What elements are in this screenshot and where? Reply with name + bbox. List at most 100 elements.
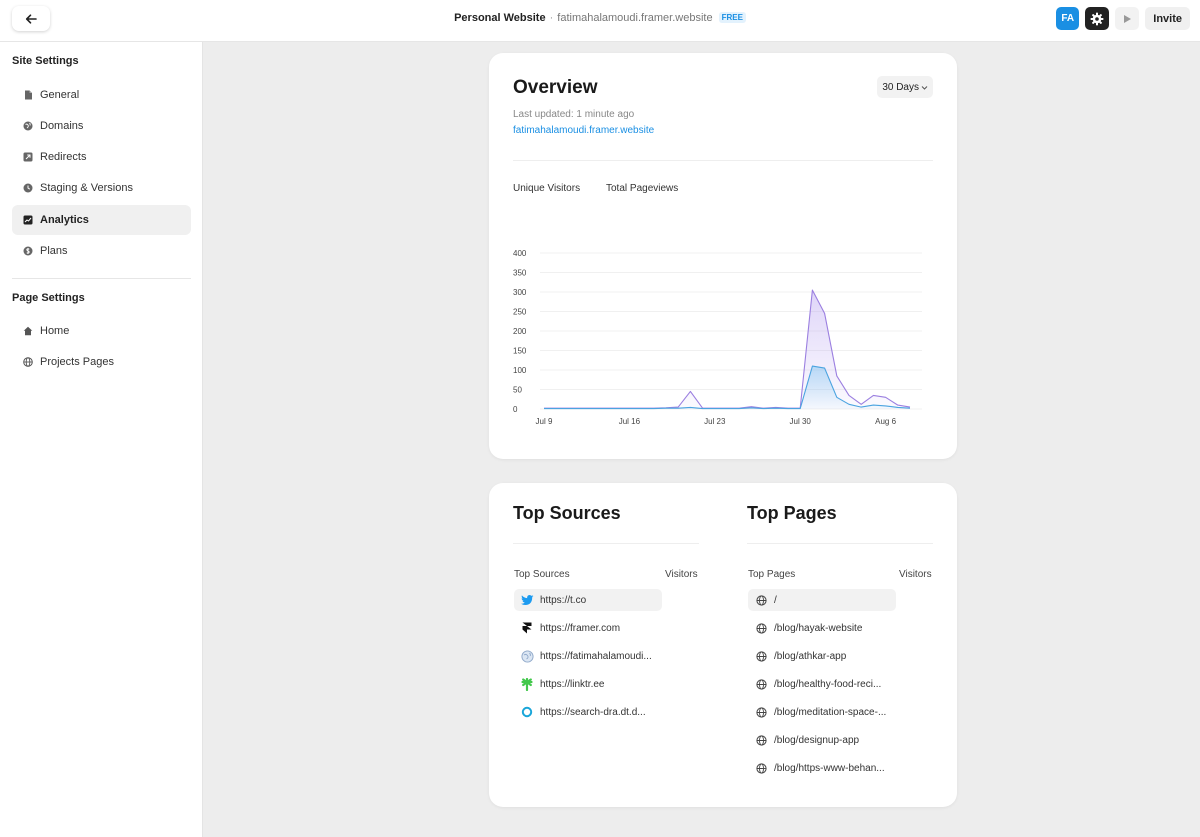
series-line (544, 365, 911, 410)
y-tick-label: 300 (513, 288, 527, 297)
page-label: /blog/athkar-app (774, 650, 847, 662)
preview-button[interactable] (1115, 7, 1140, 30)
sidebar-item-label: Analytics (40, 214, 89, 226)
y-tick-label: 400 (513, 249, 527, 258)
dollar-icon (23, 246, 33, 256)
top-pages-column-header: Top Pages (748, 569, 796, 580)
top-pages-title: Top Pages (747, 503, 837, 523)
source-label: https://t.co (540, 594, 587, 606)
sidebar-item-plans[interactable]: Plans (12, 236, 191, 266)
source-label: https://fatimahalamoudi... (540, 650, 652, 662)
x-tick-label: Jul 30 (790, 417, 812, 426)
avatar[interactable]: FA (1056, 7, 1080, 30)
sidebar-item-label: Home (40, 325, 70, 337)
document-icon (23, 90, 33, 100)
tab-total-pageviews[interactable]: Total Pageviews (606, 183, 679, 194)
toolbar-actions: FA Invite (1056, 7, 1190, 30)
sidebar-item-label: Plans (40, 245, 68, 257)
top-pages-divider (747, 543, 933, 544)
sidebar-item-label: Staging & Versions (40, 182, 133, 194)
range-select[interactable]: 30 Days (877, 76, 933, 98)
x-tick-label: Aug 6 (875, 417, 896, 426)
top-sources-visitors-header: Visitors (665, 569, 698, 580)
x-tick-label: Jul 23 (704, 417, 726, 426)
search-favicon-icon (520, 705, 534, 719)
y-tick-label: 100 (513, 366, 527, 375)
y-tick-label: 350 (513, 269, 527, 278)
gear-icon (1090, 12, 1104, 25)
home-icon (23, 326, 33, 336)
y-tick-label: 250 (513, 308, 527, 317)
linktree-icon (520, 677, 534, 691)
sidebar-item-staging-versions[interactable]: Staging & Versions (12, 173, 191, 203)
sidebar-item-analytics[interactable]: Analytics (12, 205, 191, 235)
page-item[interactable]: /blog/https-www-behan... (748, 757, 896, 779)
source-item-search-dra[interactable]: https://search-dra.dt.d... (514, 701, 662, 723)
top-sources-pages-card: Top Sources Top Sources Visitors https:/… (489, 483, 957, 807)
site-link[interactable]: fatimahalamoudi.framer.website (513, 125, 655, 136)
globe-icon (754, 761, 768, 775)
y-tick-label: 200 (513, 327, 527, 336)
globe-icon (23, 121, 33, 131)
top-sources-column-header: Top Sources (514, 569, 570, 580)
page-label: /blog/designup-app (774, 734, 860, 746)
source-label: https://search-dra.dt.d... (540, 706, 646, 718)
y-tick-label: 50 (513, 386, 522, 395)
page-item[interactable]: / (748, 589, 896, 611)
overview-card: Overview 30 Days Last updated: 1 minute … (489, 53, 957, 459)
sidebar-item-general[interactable]: General (12, 80, 191, 110)
arrow-left-icon (25, 13, 37, 24)
page-item[interactable]: /blog/athkar-app (748, 645, 896, 667)
source-item-linktree[interactable]: https://linktr.ee (514, 673, 662, 695)
page-item[interactable]: /blog/healthy-food-reci... (748, 673, 896, 695)
sidebar-item-redirects[interactable]: Redirects (12, 142, 191, 172)
page-item[interactable]: /blog/designup-app (748, 729, 896, 751)
source-label: https://linktr.ee (540, 678, 605, 690)
sidebar-item-projects-pages[interactable]: Projects Pages (12, 347, 191, 377)
sidebar-divider (12, 278, 191, 279)
sidebar-item-label: General (40, 89, 80, 101)
top-sources-title: Top Sources (513, 503, 621, 523)
site-settings-heading: Site Settings (12, 55, 79, 67)
sidebar-item-domains[interactable]: Domains (12, 111, 191, 141)
source-item-t-co[interactable]: https://t.co (514, 589, 662, 611)
page-label: /blog/hayak-website (774, 622, 863, 634)
last-updated: Last updated: 1 minute ago (513, 109, 635, 120)
globe-icon (23, 357, 33, 367)
top-sources-divider (513, 543, 699, 544)
source-item-framer[interactable]: https://framer.com (514, 617, 662, 639)
settings-button[interactable] (1085, 7, 1110, 30)
page-label: /blog/https-www-behan... (774, 762, 885, 774)
page-label: /blog/meditation-space-... (774, 706, 887, 718)
series-area (544, 366, 910, 409)
page-label: / (774, 594, 777, 606)
page-item[interactable]: /blog/meditation-space-... (748, 701, 896, 723)
framer-icon (520, 621, 534, 635)
sidebar-item-home[interactable]: Home (12, 316, 191, 346)
title-separator: · (549, 12, 554, 24)
tab-unique-visitors[interactable]: Unique Visitors (513, 183, 581, 194)
top-pages-visitors-header: Visitors (899, 569, 932, 580)
site-url[interactable]: fatimahalamoudi.framer.website (557, 12, 713, 24)
visitors-chart: 0 50 100 150 200 250 300 350 400 Jul 9 Jul 16 Jul 2… (513, 249, 922, 426)
clock-icon (23, 183, 33, 193)
globe-icon (754, 649, 768, 663)
page-label: /blog/healthy-food-reci... (774, 678, 882, 690)
range-value: 30 Days (882, 81, 919, 93)
plan-badge: FREE (718, 12, 746, 23)
source-item-fatimahalamoudi[interactable]: https://fatimahalamoudi... (514, 645, 662, 667)
back-button[interactable] (12, 6, 50, 31)
y-tick-label: 150 (513, 347, 527, 356)
y-tick-label: 0 (513, 405, 518, 414)
x-tick-label: Jul 9 (536, 417, 553, 426)
invite-button[interactable]: Invite (1145, 7, 1190, 30)
globe-icon (754, 733, 768, 747)
top-bar: Personal Website · fatimahalamoudi.framer.… (0, 0, 1200, 42)
site-favicon-icon (520, 649, 534, 663)
chevron-down-icon (921, 85, 928, 90)
sidebar-item-label: Domains (40, 120, 84, 132)
site-name: Personal Website (454, 12, 546, 24)
overview-title: Overview (513, 77, 598, 98)
page-item[interactable]: /blog/hayak-website (748, 617, 896, 639)
source-label: https://framer.com (540, 622, 621, 634)
